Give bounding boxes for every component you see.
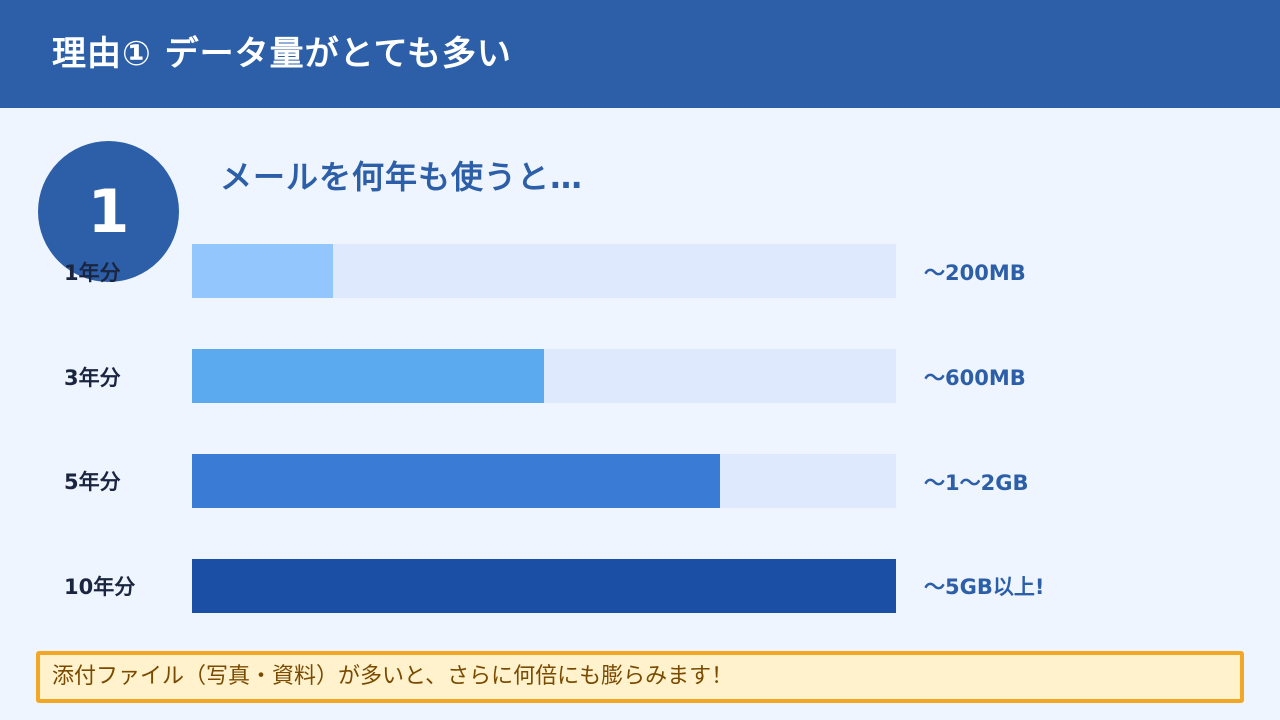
bar-value-1-year: 〜200MB bbox=[924, 261, 1026, 285]
section-subtitle: メールを何年も使うと… bbox=[220, 158, 584, 196]
bar-track-3-years bbox=[192, 349, 896, 403]
note-callout: 添付ファイル（写真・資料）が多いと、さらに何倍にも膨らみます！ bbox=[36, 651, 1244, 703]
bar-track-5-years bbox=[192, 454, 896, 508]
bar-fill-3-years bbox=[192, 349, 544, 403]
bar-fill-5-years bbox=[192, 454, 720, 508]
bar-track-10-years bbox=[192, 559, 896, 613]
step-number: 1 bbox=[87, 177, 130, 247]
bar-label-1-year: 1年分 bbox=[64, 261, 121, 285]
note-callout-text: 添付ファイル（写真・資料）が多いと、さらに何倍にも膨らみます！ bbox=[52, 664, 734, 689]
bar-track-1-year bbox=[192, 244, 896, 298]
bar-value-5-years: 〜1〜2GB bbox=[924, 471, 1029, 495]
bar-label-5-years: 5年分 bbox=[64, 470, 121, 494]
step-number-badge: 1 bbox=[38, 141, 179, 282]
bar-label-10-years: 10年分 bbox=[64, 575, 136, 599]
slide-header: 理由① データ量がとても多い bbox=[0, 0, 1280, 108]
bar-fill-10-years bbox=[192, 559, 896, 613]
slide-title: 理由① データ量がとても多い bbox=[52, 34, 512, 74]
bar-value-10-years: 〜5GB以上! bbox=[924, 575, 1045, 599]
bar-label-3-years: 3年分 bbox=[64, 366, 121, 390]
bar-fill-1-year bbox=[192, 244, 333, 298]
bar-value-3-years: 〜600MB bbox=[924, 366, 1026, 390]
